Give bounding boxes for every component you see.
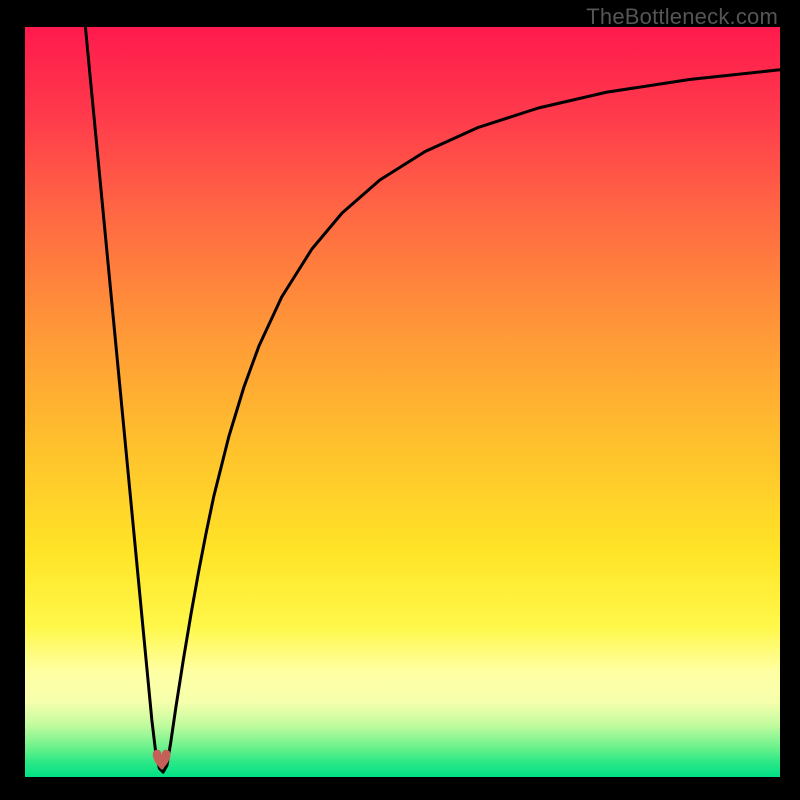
chart-svg [25, 27, 780, 777]
watermark-text: TheBottleneck.com [586, 4, 778, 30]
chart-background [25, 27, 780, 777]
chart-plot-area [25, 27, 780, 777]
